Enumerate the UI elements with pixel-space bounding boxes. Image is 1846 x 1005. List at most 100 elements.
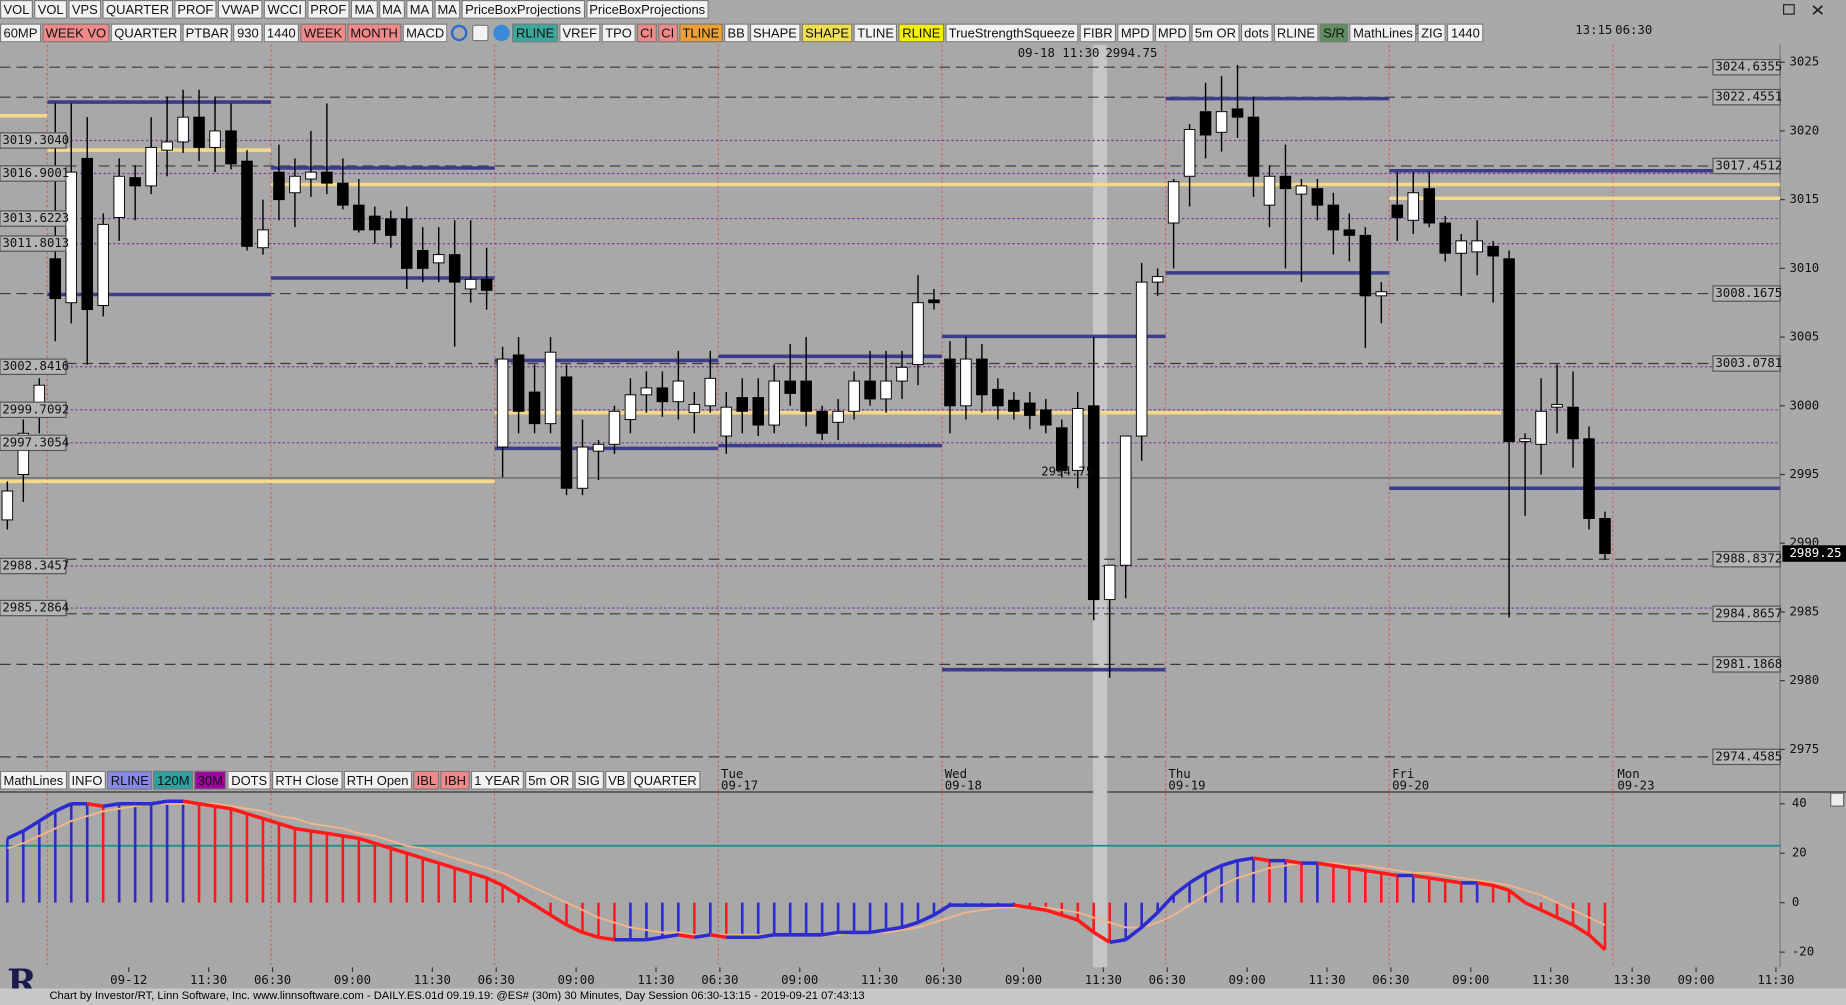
toolbar-button[interactable]: ZIG	[1417, 23, 1447, 43]
toolbar-button[interactable]: IBL	[413, 770, 440, 790]
clock-icon[interactable]	[451, 24, 468, 42]
toolbar-button[interactable]: PROF	[306, 0, 350, 19]
macd-line-segment	[1253, 856, 1270, 863]
candle-body	[257, 229, 269, 249]
toolbar-button[interactable]: WEEK	[300, 23, 346, 43]
macd-line-segment	[646, 935, 663, 942]
toolbar-button[interactable]: dots	[1240, 23, 1273, 43]
toolbar-button[interactable]: MathLines	[1349, 23, 1417, 43]
toolbar-button[interactable]: PriceBoxProjections	[461, 0, 585, 19]
toolbar-button[interactable]: MACD	[402, 23, 448, 43]
toolbar-button[interactable]: BB	[723, 23, 749, 43]
toolbar-button[interactable]: PTBAR	[182, 23, 233, 43]
toolbar-button[interactable]: WEEK VO	[42, 23, 110, 43]
candle-body	[720, 406, 733, 437]
toolbar-button[interactable]: QUARTER	[102, 0, 173, 19]
toolbar-button[interactable]: MPD	[1154, 23, 1191, 43]
toolbar-button[interactable]: RTH Close	[271, 770, 343, 790]
toolbar-button[interactable]: TLINE	[853, 23, 898, 43]
toolbar-button[interactable]: 120M	[153, 770, 194, 790]
toolbar-button[interactable]: MA	[378, 0, 406, 19]
toolbar-button[interactable]: TrueStrengthSqueeze	[945, 23, 1079, 43]
x-tick-label: 11:30	[861, 973, 898, 987]
toolbar-button[interactable]: 930	[233, 23, 263, 43]
toolbar-button[interactable]: VB	[604, 770, 629, 790]
macd-line-segment	[1349, 866, 1366, 873]
toolbar-button[interactable]: 5m OR	[1191, 23, 1240, 43]
candle-body	[448, 254, 461, 283]
candle-body	[1279, 175, 1292, 190]
toolbar-button[interactable]: RLINE	[512, 23, 558, 43]
toolbar-button[interactable]: SIG	[574, 770, 604, 790]
toolbar-button[interactable]: RTH Open	[343, 770, 412, 790]
toolbar-button[interactable]: RLINE	[898, 23, 944, 43]
toolbar-button[interactable]: 1440	[263, 23, 300, 43]
macd-line-segment	[230, 807, 248, 816]
toolbar-button[interactable]: 5m OR	[524, 770, 573, 790]
candle-body	[49, 258, 62, 300]
toolbar-button[interactable]: S/R	[1319, 23, 1349, 43]
toolbar-button[interactable]: MathLines	[0, 770, 67, 790]
candle-body	[97, 223, 109, 306]
toolbar-button[interactable]: IBH	[440, 770, 470, 790]
toolbar-button[interactable]: RLINE	[1273, 23, 1319, 43]
candle-body	[1391, 204, 1404, 218]
last-price-box	[1782, 545, 1846, 562]
toolbar-button[interactable]: MA	[433, 0, 461, 19]
candle-body	[1311, 188, 1324, 206]
scale-button[interactable]	[1830, 792, 1845, 807]
toolbar-button[interactable]: TPO	[601, 23, 636, 43]
toolbar-button[interactable]: TLINE	[678, 23, 723, 43]
toolbar-button[interactable]: MONTH	[346, 23, 402, 43]
candle-body	[928, 299, 940, 304]
toolbar-button[interactable]: INFO	[68, 770, 107, 790]
date-label: 09-20	[1392, 779, 1429, 793]
level-label: 2988.8372	[1715, 552, 1782, 566]
toolbar-button[interactable]: CI	[636, 23, 657, 43]
toolbar-button[interactable]: 30M	[194, 770, 227, 790]
toolbar-button[interactable]: 1 YEAR	[470, 770, 524, 790]
level-label-box	[1712, 157, 1781, 175]
toolbar-button[interactable]: 60MP	[0, 23, 41, 43]
level-label-box	[1712, 550, 1781, 568]
restore-icon[interactable]	[1783, 4, 1795, 15]
macd-line-segment	[326, 831, 344, 838]
candle-body	[1103, 564, 1116, 601]
x-tick-label: 11:30	[414, 973, 451, 987]
toolbar-button[interactable]: QUARTER	[630, 770, 701, 790]
toolbar-button[interactable]: VREF	[558, 23, 601, 43]
toolbar-button[interactable]: PriceBoxProjections	[585, 0, 709, 19]
toolbar-button[interactable]: MA	[350, 0, 378, 19]
candle-body	[496, 358, 509, 448]
toolbar-button[interactable]: QUARTER	[110, 23, 181, 43]
pencil-icon[interactable]	[472, 24, 489, 42]
macd-line-segment	[1061, 913, 1079, 922]
toolbar-button[interactable]: WCCI	[263, 0, 306, 19]
toolbar-button[interactable]: SHAPE	[749, 23, 801, 43]
candle-body	[816, 410, 828, 434]
x-tick-label: 06:30	[1149, 973, 1186, 987]
drop-icon[interactable]	[493, 24, 511, 42]
toolbar-button[interactable]: FIBR	[1079, 23, 1117, 43]
macd-line-segment	[1492, 883, 1510, 892]
toolbar-button[interactable]: SHAPE	[801, 23, 853, 43]
toolbar-button[interactable]: VOL	[34, 0, 68, 19]
toolbar-button[interactable]: MPD	[1117, 23, 1154, 43]
macd-line-segment	[1237, 856, 1254, 863]
toolbar-button[interactable]: VOL	[0, 0, 33, 19]
toolbar-button[interactable]: DOTS	[227, 770, 271, 790]
candle-body	[321, 171, 333, 184]
toolbar-button[interactable]: CI	[657, 23, 678, 43]
x-tick-label: 09:00	[1452, 973, 1489, 987]
toolbar-button[interactable]: VWAP	[218, 0, 263, 19]
toolbar-button[interactable]: MA	[406, 0, 433, 19]
level-label-box	[1712, 285, 1781, 302]
toolbar-button[interactable]: VPS	[68, 0, 102, 19]
close-icon[interactable]	[1812, 5, 1824, 15]
toolbar-button[interactable]: 1440	[1447, 23, 1484, 43]
toolbar-button[interactable]: RLINE	[107, 770, 153, 790]
macd-line-segment	[406, 851, 424, 860]
candle-body	[1503, 258, 1515, 443]
candle-body	[672, 380, 685, 403]
toolbar-button[interactable]: PROF	[173, 0, 217, 19]
